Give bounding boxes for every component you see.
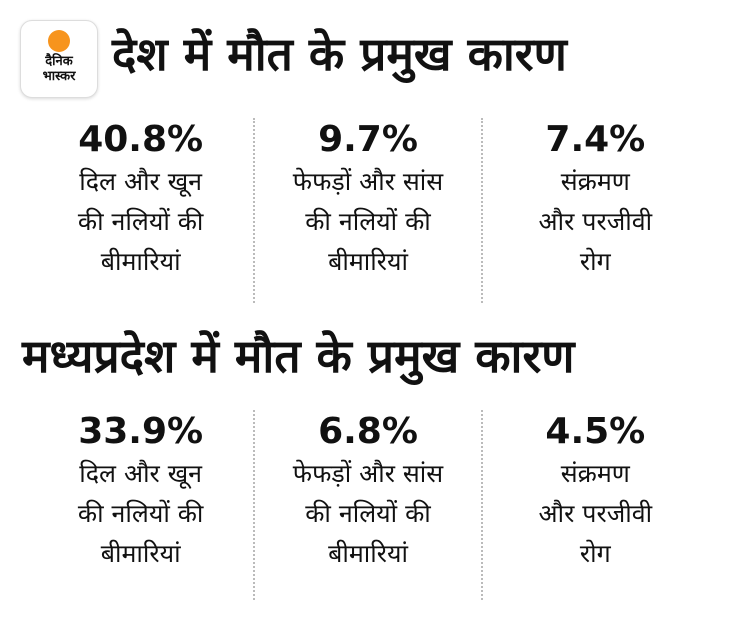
stat-card: 9.7% फेफड़ों और सांस की नलियों की बीमारि… bbox=[253, 118, 480, 303]
stat-value: 40.8% bbox=[78, 119, 204, 160]
stat-label: और परजीवी bbox=[538, 499, 653, 528]
stat-label: बीमारियां bbox=[100, 539, 181, 568]
stat-label: दिल और खून bbox=[79, 167, 203, 196]
stat-label: फेफड़ों और सांस bbox=[292, 167, 444, 196]
stat-card: 6.8% फेफड़ों और सांस की नलियों की बीमारि… bbox=[253, 410, 480, 600]
logo-text: भास्कर bbox=[42, 69, 76, 84]
section-title: मध्यप्रदेश में मौत के प्रमुख कारण bbox=[22, 329, 575, 383]
stat-label: फेफड़ों और सांस bbox=[292, 459, 444, 488]
stat-label: की नलियों की bbox=[77, 499, 204, 528]
stat-label: संक्रमण bbox=[560, 459, 630, 488]
stat-label: और परजीवी bbox=[538, 207, 653, 236]
stat-label: बीमारियां bbox=[100, 247, 181, 276]
stat-label: की नलियों की bbox=[305, 207, 431, 236]
logo-text: दैनिक bbox=[45, 54, 73, 69]
stat-value: 33.9% bbox=[78, 411, 204, 452]
stat-card: 7.4% संक्रमण और परजीवी रोग bbox=[480, 118, 708, 303]
stat-label: दिल और खून bbox=[79, 459, 203, 488]
sun-icon bbox=[48, 30, 70, 52]
stat-card: 4.5% संक्रमण और परजीवी रोग bbox=[480, 410, 708, 600]
stats-row: 40.8% दिल और खून की नलियों की बीमारियां … bbox=[28, 118, 708, 303]
dainik-bhaskar-logo: दैनिक भास्कर bbox=[20, 20, 98, 98]
stat-label: की नलियों की bbox=[305, 499, 431, 528]
section-title: देश में मौत के प्रमुख कारण bbox=[112, 27, 567, 81]
stat-card: 40.8% दिल और खून की नलियों की बीमारियां bbox=[28, 118, 253, 303]
stat-label: बीमारियां bbox=[328, 539, 408, 568]
stat-label: संक्रमण bbox=[560, 167, 630, 196]
stats-row: 33.9% दिल और खून की नलियों की बीमारियां … bbox=[28, 410, 708, 600]
stat-value: 4.5% bbox=[545, 411, 646, 452]
stat-value: 7.4% bbox=[545, 119, 646, 160]
stat-value: 6.8% bbox=[318, 411, 418, 452]
stat-label: रोग bbox=[579, 539, 611, 568]
stat-label: रोग bbox=[579, 247, 611, 276]
stat-value: 9.7% bbox=[318, 119, 418, 160]
stat-card: 33.9% दिल और खून की नलियों की बीमारियां bbox=[28, 410, 253, 600]
stat-label: की नलियों की bbox=[77, 207, 204, 236]
stat-label: बीमारियां bbox=[328, 247, 408, 276]
